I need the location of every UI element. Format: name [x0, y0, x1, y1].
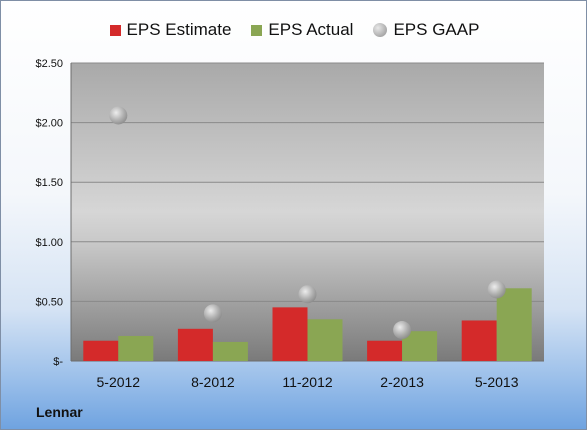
bar-eps-estimate: [177, 328, 213, 361]
legend-item: EPS Actual: [251, 15, 353, 45]
x-tick-label: 5-2012: [97, 374, 141, 390]
company-name: Lennar: [36, 404, 83, 420]
y-tick-label: $2.00: [35, 118, 63, 130]
bar-eps-actual: [212, 341, 248, 361]
legend-label: EPS GAAP: [393, 20, 480, 39]
point-eps-gaap: [393, 321, 412, 340]
x-tick-label: 8-2012: [191, 374, 235, 390]
chart-legend: EPS Estimate EPS Actual EPS GAAP: [1, 15, 586, 45]
x-tick-label: 2-2013: [380, 374, 424, 390]
point-eps-gaap: [203, 304, 222, 323]
bar-eps-actual: [118, 335, 154, 361]
point-eps-gaap: [298, 285, 317, 304]
y-tick-label: $1.50: [35, 177, 63, 189]
x-tick-label: 11-2012: [282, 374, 333, 390]
bar-eps-estimate: [367, 340, 403, 361]
legend-item: EPS Estimate: [109, 15, 232, 45]
legend-swatch: [373, 23, 388, 37]
bar-eps-actual: [496, 288, 532, 361]
y-tick-label: $2.50: [35, 58, 63, 70]
bar-eps-estimate: [272, 307, 308, 361]
legend-swatch: [251, 24, 263, 36]
point-eps-gaap: [109, 106, 128, 125]
y-tick-label: $0.50: [35, 296, 63, 308]
legend-swatch: [109, 24, 121, 36]
legend-item: EPS GAAP: [373, 15, 479, 45]
legend-label: EPS Actual: [268, 20, 354, 39]
y-tick-label: $1.00: [35, 237, 63, 249]
y-tick-label: $-: [53, 356, 63, 368]
legend-label: EPS Estimate: [126, 20, 232, 39]
bar-eps-estimate: [83, 340, 119, 361]
x-tick-label: 5-2013: [475, 374, 519, 390]
bar-eps-estimate: [461, 320, 497, 361]
point-eps-gaap: [487, 280, 506, 299]
bar-eps-actual: [307, 319, 343, 361]
